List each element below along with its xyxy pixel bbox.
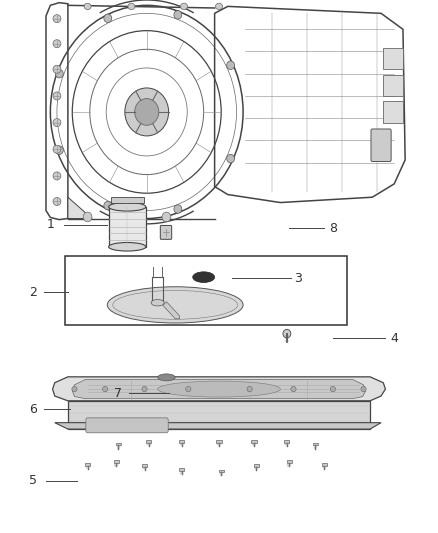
Ellipse shape xyxy=(174,11,182,19)
Text: 4: 4 xyxy=(390,332,398,345)
Ellipse shape xyxy=(53,39,61,47)
Ellipse shape xyxy=(180,3,187,10)
Bar xyxy=(179,469,184,471)
Ellipse shape xyxy=(142,386,147,392)
Bar xyxy=(219,470,224,472)
Bar xyxy=(116,443,121,446)
Bar xyxy=(142,464,147,467)
Ellipse shape xyxy=(84,3,91,10)
FancyBboxPatch shape xyxy=(160,225,172,239)
Ellipse shape xyxy=(193,272,215,282)
Bar xyxy=(251,440,257,442)
Polygon shape xyxy=(68,401,370,429)
Ellipse shape xyxy=(53,66,61,74)
Text: 2: 2 xyxy=(29,286,37,298)
Ellipse shape xyxy=(53,15,61,22)
Ellipse shape xyxy=(109,243,146,251)
Bar xyxy=(313,443,318,446)
Polygon shape xyxy=(163,302,180,319)
Text: 3: 3 xyxy=(294,272,302,285)
Ellipse shape xyxy=(135,99,159,125)
Ellipse shape xyxy=(109,203,146,211)
Text: 1: 1 xyxy=(46,219,54,231)
Bar xyxy=(146,440,152,442)
Text: 8: 8 xyxy=(329,222,337,235)
Ellipse shape xyxy=(53,145,61,154)
Ellipse shape xyxy=(72,386,77,392)
Ellipse shape xyxy=(53,197,61,205)
Ellipse shape xyxy=(83,212,92,222)
Polygon shape xyxy=(68,197,92,219)
Polygon shape xyxy=(72,379,366,399)
Ellipse shape xyxy=(215,3,223,10)
Bar xyxy=(113,461,119,463)
Bar xyxy=(286,461,292,463)
Ellipse shape xyxy=(104,201,112,210)
Text: 5: 5 xyxy=(29,474,37,487)
Ellipse shape xyxy=(291,386,296,392)
Bar xyxy=(383,101,403,123)
Ellipse shape xyxy=(53,92,61,100)
Ellipse shape xyxy=(227,61,235,69)
Bar xyxy=(383,75,403,96)
Bar xyxy=(111,197,144,203)
Polygon shape xyxy=(55,423,381,429)
Ellipse shape xyxy=(186,386,191,392)
Ellipse shape xyxy=(330,386,336,392)
Bar xyxy=(216,440,222,442)
Ellipse shape xyxy=(162,212,171,222)
Ellipse shape xyxy=(128,3,135,10)
Ellipse shape xyxy=(151,300,164,306)
Text: 7: 7 xyxy=(114,387,122,400)
Bar xyxy=(383,48,403,69)
Bar xyxy=(254,464,259,467)
Ellipse shape xyxy=(102,386,108,392)
FancyBboxPatch shape xyxy=(109,207,146,247)
Ellipse shape xyxy=(107,287,243,323)
Ellipse shape xyxy=(283,329,291,338)
Ellipse shape xyxy=(227,155,235,163)
Ellipse shape xyxy=(125,88,169,136)
Ellipse shape xyxy=(118,212,127,222)
Text: 6: 6 xyxy=(29,403,37,416)
Ellipse shape xyxy=(55,146,63,155)
Ellipse shape xyxy=(53,172,61,180)
Polygon shape xyxy=(53,377,385,401)
FancyBboxPatch shape xyxy=(371,129,391,161)
Ellipse shape xyxy=(247,386,252,392)
Ellipse shape xyxy=(55,69,63,78)
Ellipse shape xyxy=(174,205,182,213)
Bar xyxy=(321,463,327,466)
Ellipse shape xyxy=(158,381,280,397)
Bar xyxy=(65,256,347,325)
FancyBboxPatch shape xyxy=(86,418,168,433)
Ellipse shape xyxy=(53,118,61,126)
Bar xyxy=(85,463,90,466)
Bar xyxy=(284,440,290,442)
Ellipse shape xyxy=(361,386,366,392)
Ellipse shape xyxy=(104,14,112,22)
Bar xyxy=(179,440,184,442)
Ellipse shape xyxy=(158,374,175,381)
